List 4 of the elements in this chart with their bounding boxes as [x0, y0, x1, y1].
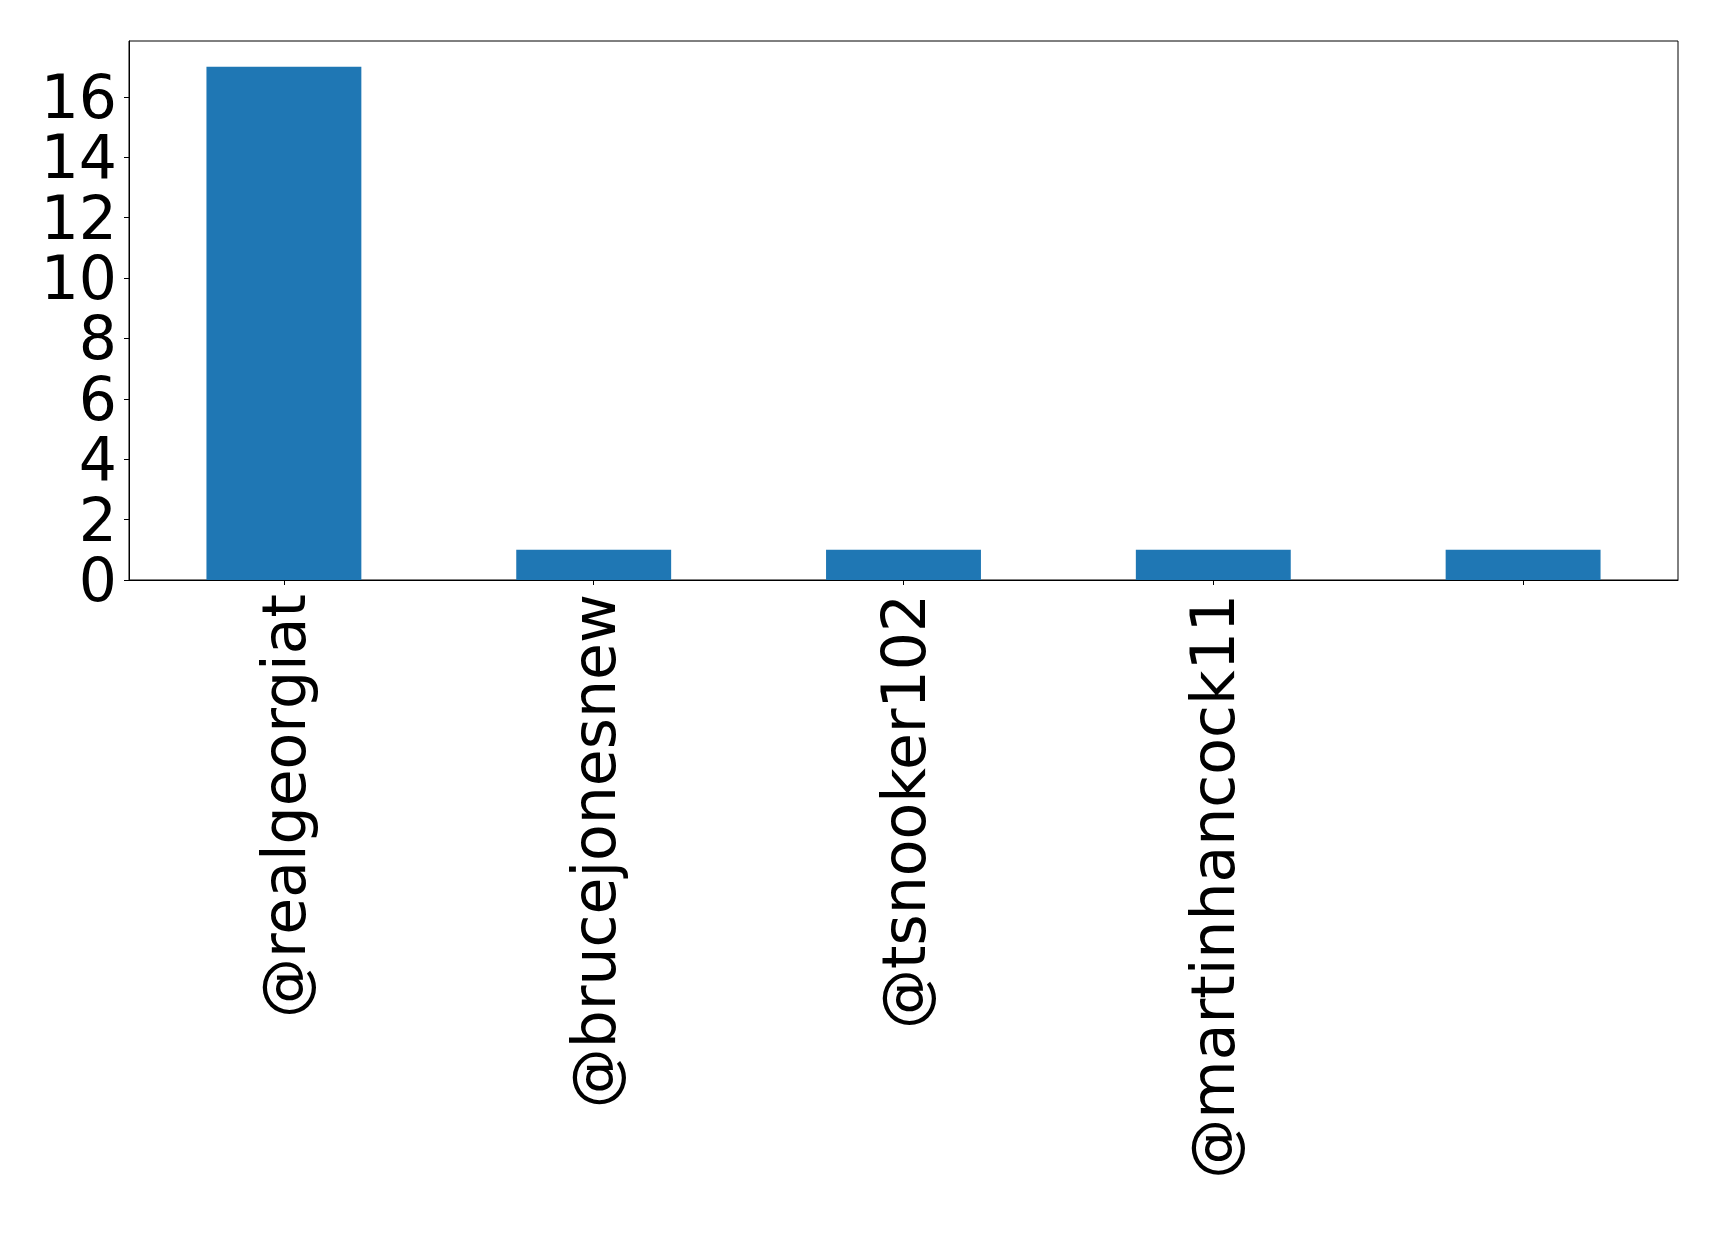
x-tick-label: @realgeorgiat: [248, 594, 319, 1019]
x-tick-label: @martinhancock11: [1178, 594, 1249, 1179]
x-tick-label: @tsnooker102: [868, 594, 939, 1029]
x-tick-label: @brucejonesnew: [558, 594, 629, 1109]
